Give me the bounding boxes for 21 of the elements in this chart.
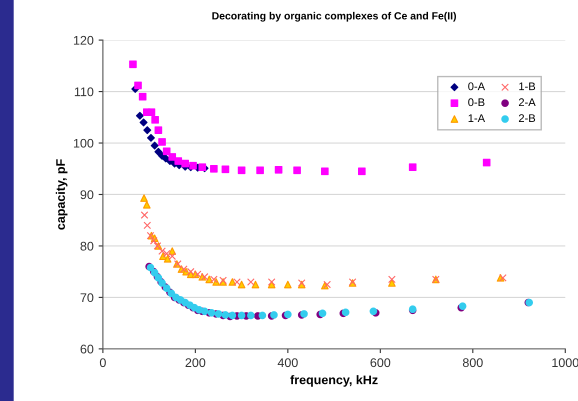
y-tick-label: 80 [80, 242, 94, 251]
y-tick-label: 60 [80, 344, 94, 354]
y-tick-label: 120 [74, 36, 94, 45]
legend-label: 2-B [518, 114, 536, 122]
y-tick-label: 100 [74, 138, 94, 148]
x-tick-label: 400 [278, 358, 298, 368]
x-tick-label: 800 [462, 358, 483, 368]
legend-label: 0-A [468, 82, 486, 90]
legend-label: 0-B [468, 98, 484, 106]
x-tick-label: 0 [100, 358, 106, 368]
y-tick-label: 90 [80, 190, 94, 200]
y-axis-title: capacity, pF [56, 159, 68, 230]
legend-label: 2-A [518, 98, 536, 106]
x-axis-title: frequency, kHz [290, 375, 378, 387]
y-tick-label: 70 [80, 293, 94, 302]
y-tick-label: 110 [74, 87, 94, 96]
legend-label: 1-B [519, 82, 536, 90]
chart-title: Decorating by organic complexes of Ce and Fe(II) [212, 12, 456, 22]
legend-label: 1-A [468, 114, 486, 122]
x-tick-label: 200 [186, 358, 206, 368]
x-tick-label: 600 [370, 358, 390, 368]
